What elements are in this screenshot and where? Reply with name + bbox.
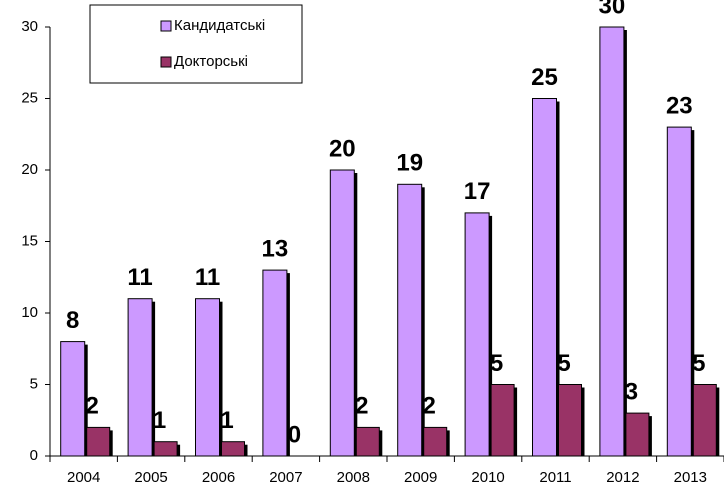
value-label: 5: [490, 350, 503, 377]
y-tick-label: 25: [21, 89, 38, 106]
legend-swatch: [160, 20, 172, 32]
value-label: 2: [355, 393, 368, 420]
y-tick-label: 15: [21, 232, 38, 249]
value-label: 11: [127, 264, 152, 291]
x-tick-label: 2011: [539, 469, 571, 486]
value-label: 19: [396, 150, 423, 177]
y-tick-label: 10: [21, 304, 38, 321]
value-label: 2: [423, 393, 436, 420]
value-label: 8: [66, 307, 79, 334]
value-label: 1: [153, 407, 166, 434]
value-label: 0: [288, 421, 301, 448]
bar: [532, 98, 557, 457]
legend-box: [89, 4, 303, 84]
legend-swatch: [160, 56, 172, 68]
value-label: 2: [86, 393, 99, 420]
bar: [195, 298, 220, 457]
value-label: 23: [666, 92, 693, 119]
bar: [329, 169, 355, 457]
value-label: 30: [599, 0, 626, 19]
bar: [60, 341, 86, 457]
x-tick-label: 2006: [202, 469, 235, 486]
value-label: 25: [531, 64, 558, 91]
y-tick-label: 30: [21, 18, 38, 35]
bar: [490, 384, 515, 457]
value-label: 5: [557, 350, 570, 377]
bar: [86, 426, 111, 457]
y-tick-label: 5: [30, 375, 38, 392]
bar: [625, 412, 650, 457]
bar: [599, 26, 625, 457]
x-tick-label: 2008: [337, 469, 370, 486]
bar: [262, 269, 288, 457]
value-label: 17: [464, 178, 491, 205]
bar: [355, 426, 380, 457]
x-tick-label: 2007: [269, 469, 302, 486]
y-tick-label: 0: [30, 447, 38, 464]
value-label: 3: [625, 378, 638, 405]
value-label: 20: [329, 135, 356, 162]
value-label: 1: [220, 407, 233, 434]
bar: [666, 126, 692, 457]
legend-label: Докторські: [174, 53, 248, 70]
x-tick-label: 2009: [404, 469, 437, 486]
legend-label: Кандидатські: [174, 17, 265, 34]
x-tick-label: 2013: [674, 469, 707, 486]
x-tick-label: 2005: [134, 469, 167, 486]
y-tick-label: 20: [21, 161, 38, 178]
bar: [692, 384, 717, 457]
x-tick-label: 2004: [67, 469, 100, 486]
bar: [153, 441, 178, 457]
bar: [221, 441, 245, 457]
x-tick-label: 2010: [471, 469, 504, 486]
bar: [397, 183, 423, 457]
x-tick-label: 2012: [606, 469, 639, 486]
value-label: 13: [262, 235, 289, 262]
value-label: 5: [692, 350, 705, 377]
bar: [558, 384, 582, 457]
bar: [127, 298, 153, 457]
value-label: 11: [195, 264, 220, 291]
bar: [423, 426, 448, 457]
bar: [464, 212, 490, 457]
